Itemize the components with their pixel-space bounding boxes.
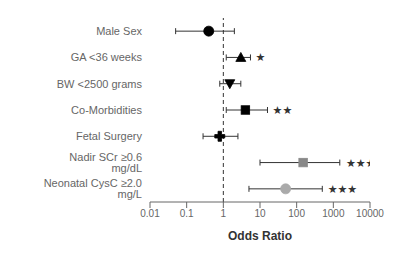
svg-text:Fetal Surgery: Fetal Surgery: [76, 130, 143, 142]
svg-text:0.1: 0.1: [180, 208, 194, 219]
svg-text:10: 10: [254, 208, 266, 219]
svg-text:★★★: ★★★: [328, 183, 358, 195]
svg-text:Co-Morbidities: Co-Morbidities: [71, 104, 142, 116]
svg-text:1000: 1000: [322, 208, 345, 219]
svg-text:Male Sex: Male Sex: [96, 25, 142, 37]
svg-text:★★: ★★: [273, 104, 293, 116]
svg-text:1: 1: [221, 208, 227, 219]
svg-text:GA <36 weeks: GA <36 weeks: [71, 51, 143, 63]
svg-text:10000: 10000: [356, 208, 384, 219]
svg-text:Odds Ratio: Odds Ratio: [228, 229, 292, 243]
svg-text:BW <2500 grams: BW <2500 grams: [57, 78, 143, 90]
svg-text:0.01: 0.01: [140, 208, 160, 219]
svg-text:Neonatal CysC ≥2.0mg/L: Neonatal CysC ≥2.0mg/L: [44, 177, 142, 200]
svg-text:★★★: ★★★: [346, 157, 370, 169]
svg-text:★: ★: [255, 51, 265, 63]
svg-text:100: 100: [288, 208, 305, 219]
svg-text:Nadir SCr ≥0.6mg/dL: Nadir SCr ≥0.6mg/dL: [69, 151, 142, 174]
